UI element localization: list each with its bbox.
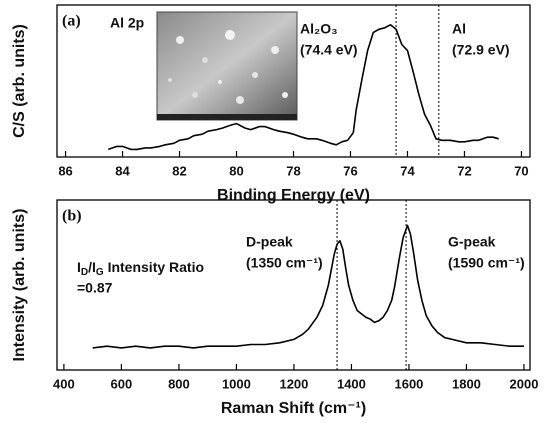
y-axis-title: Intensity (arb. units) (11, 209, 28, 362)
annotation: =0.87 (77, 280, 113, 296)
annotation-part: I (77, 259, 81, 275)
x-tick-label: 84 (115, 163, 130, 178)
panel-label: (a) (62, 13, 81, 30)
x-tick-label: 800 (168, 376, 190, 391)
x-axis-title: Raman Shift (cm⁻¹) (221, 400, 366, 417)
data-line (108, 24, 499, 151)
x-tick-label: 2000 (510, 376, 539, 391)
x-tick-label: 600 (111, 376, 133, 391)
x-axis-title: Binding Energy (eV) (217, 187, 370, 204)
annotation: D-peak (246, 234, 293, 250)
annotation: (74.4 eV) (300, 42, 358, 58)
x-tick-label: 80 (229, 163, 243, 178)
annotation: G-peak (448, 234, 496, 250)
x-tick-label: 76 (343, 163, 357, 178)
x-tick-label: 1600 (394, 376, 423, 391)
x-tick-label: 86 (58, 163, 72, 178)
x-tick-label: 82 (172, 163, 186, 178)
x-tick-label: 1400 (337, 376, 366, 391)
x-tick-label: 70 (514, 163, 528, 178)
annotation-subscript: D (81, 267, 88, 278)
annotation: (1590 cm⁻¹) (448, 255, 525, 271)
x-tick-label: 78 (286, 163, 300, 178)
x-tick-label: 1000 (222, 376, 251, 391)
panel-label: (b) (62, 208, 82, 225)
x-tick-label: 72 (457, 163, 471, 178)
x-tick-label: 400 (53, 376, 75, 391)
annotation: (72.9 eV) (452, 42, 510, 58)
sem-inset (156, 11, 298, 121)
data-line (92, 224, 524, 349)
annotation: Al 2p (110, 15, 144, 31)
annotation-part: Intensity Ratio (104, 259, 204, 275)
annotation: Al₂O₃ (300, 21, 338, 37)
annotation: (1350 cm⁻¹) (246, 255, 323, 271)
x-tick-label: 1200 (279, 376, 308, 391)
annotation: ID/IG Intensity Ratio (77, 259, 204, 278)
plot-frame (56, 199, 531, 371)
x-tick-label: 1800 (452, 376, 481, 391)
annotation-part: /I (88, 259, 96, 275)
annotation-subscript: G (96, 267, 104, 278)
x-tick-label: 74 (400, 163, 415, 178)
annotation: Al (452, 21, 466, 37)
y-axis-title: C/S (arb. units) (11, 24, 28, 138)
